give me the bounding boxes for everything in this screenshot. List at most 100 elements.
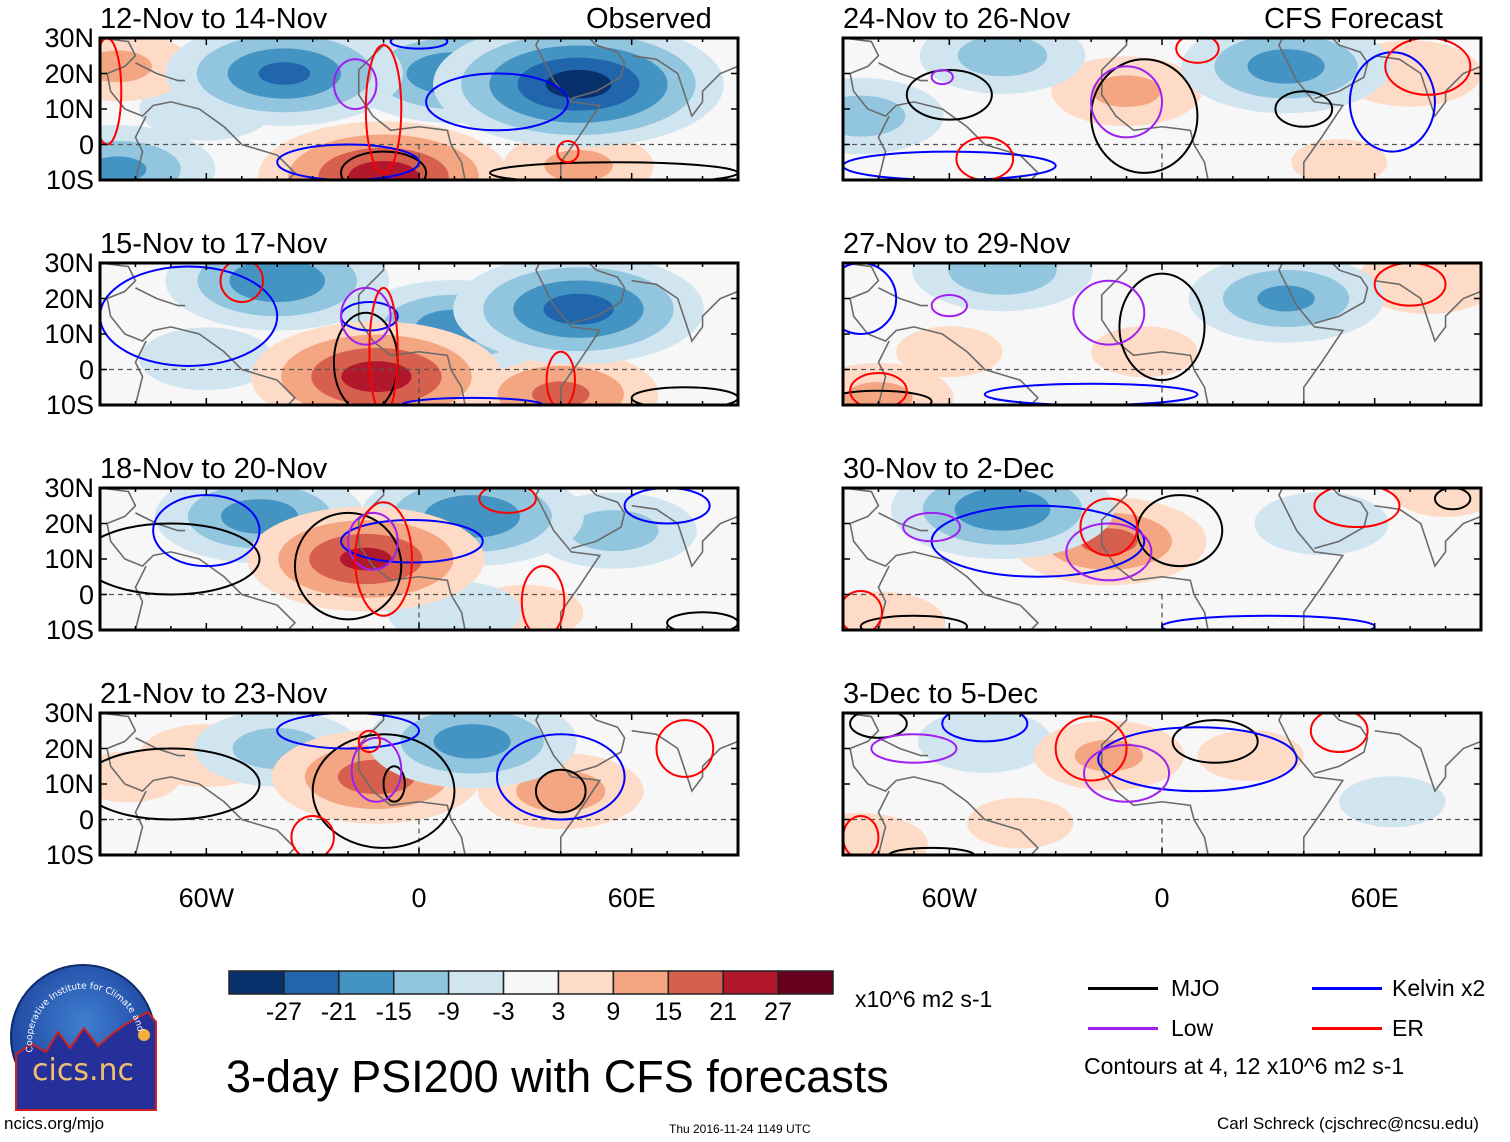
coastline	[1100, 38, 1209, 180]
coastline	[571, 488, 626, 550]
logo-text: cics.nc	[32, 1053, 134, 1088]
contour-er	[219, 263, 265, 304]
coastline	[1100, 263, 1209, 405]
footer-url[interactable]: ncics.org/mjo	[4, 1114, 105, 1133]
colorbar-swatch	[612, 970, 670, 995]
anomaly-shade	[139, 327, 274, 391]
contour-er	[368, 286, 399, 405]
legend-label-er: ER	[1392, 1015, 1424, 1041]
y-tick-label: 30N	[44, 473, 94, 503]
legend-line-low	[1088, 1027, 1158, 1030]
coastline	[357, 38, 466, 180]
panel-title-3: 18-Nov to 20-Nov	[100, 453, 328, 485]
colorbar-label: -15	[375, 998, 412, 1026]
colorbar-label: -3	[492, 998, 515, 1026]
y-tick-label: 10N	[44, 769, 94, 799]
coastline	[135, 287, 186, 307]
contour-low	[340, 286, 392, 346]
coastline	[357, 263, 466, 405]
contour-mjo	[340, 150, 428, 180]
contour-low	[332, 58, 378, 111]
legend-line-er	[1312, 1027, 1382, 1030]
contour-kelvin-x2	[1097, 726, 1298, 793]
contour-er	[843, 814, 880, 855]
anomaly-shade	[1339, 776, 1446, 828]
colorbar-swatch	[447, 970, 505, 995]
contour-er	[100, 38, 123, 146]
contour-mjo	[293, 511, 403, 621]
coastline	[1374, 279, 1481, 343]
anomaly-shade	[545, 69, 612, 99]
contour-mjo	[905, 68, 993, 121]
colorbar-label: 3	[551, 998, 566, 1026]
contour-kelvin-x2	[389, 38, 449, 50]
contour-er	[1313, 488, 1401, 529]
footer-author: Carl Schreck (cjschrec@ncsu.edu)	[1217, 1114, 1479, 1133]
coastline	[1278, 263, 1345, 405]
legend-line-kelvin	[1312, 987, 1382, 990]
y-tick-label: 20N	[44, 508, 94, 539]
coastline	[100, 263, 297, 405]
y-tick-label: 0	[78, 804, 94, 835]
colorbar-label: -21	[320, 998, 357, 1026]
anomaly-shade	[1091, 326, 1198, 378]
map-panel	[98, 711, 740, 857]
y-tick-label: 10N	[44, 319, 94, 349]
y-tick-label: 10N	[44, 94, 94, 124]
contour-mjo	[100, 747, 261, 821]
contour-er	[478, 488, 537, 514]
panel-title-1: 12-Nov to 14-Nov	[100, 3, 328, 35]
map-panels	[98, 36, 1483, 857]
map-panel	[98, 261, 740, 407]
anomaly-shade	[258, 62, 311, 85]
contour-kelvin-x2	[495, 733, 626, 821]
contour-kelvin-x2	[425, 72, 569, 132]
colorbar-label: 21	[709, 998, 738, 1026]
y-tick-label: 10S	[45, 165, 94, 195]
y-tick-label: 0	[78, 579, 94, 610]
map-panel	[841, 261, 1483, 407]
anomaly-shade	[229, 263, 326, 303]
legend-contour-note: Contours at 4, 12 x10^6 m2 s-1	[1084, 1053, 1405, 1079]
contour-low	[870, 733, 958, 764]
anomaly-shade	[844, 382, 913, 405]
contour-low	[902, 511, 961, 543]
anomaly-shade	[1254, 492, 1389, 555]
y-tick-label: 10S	[45, 615, 94, 645]
contour-kelvin-x2	[623, 488, 711, 525]
map-panel	[98, 486, 740, 632]
contour-mjo	[1090, 58, 1199, 174]
contour-kelvin-x2	[1348, 51, 1436, 153]
coastline	[571, 713, 626, 775]
panel-title-8: 3-Dec to 5-Dec	[843, 678, 1039, 710]
contour-er	[843, 589, 883, 630]
contour-low	[930, 293, 969, 318]
coastline	[1278, 488, 1345, 630]
cfs-forecast-header: CFS Forecast	[1264, 3, 1443, 35]
coastline	[1314, 38, 1369, 100]
contour-er	[1079, 497, 1139, 557]
contour-er	[357, 729, 382, 754]
contour-low	[1090, 65, 1163, 139]
coastline	[100, 38, 297, 180]
anomaly-shade	[967, 797, 1074, 849]
coastline	[878, 737, 929, 757]
map-panel	[841, 486, 1483, 632]
contour-er	[290, 814, 335, 855]
panel-title-5: 24-Nov to 26-Nov	[843, 3, 1071, 35]
anomaly-shade	[100, 156, 147, 180]
contour-mjo	[488, 161, 738, 180]
y-tick-label: 0	[78, 354, 94, 385]
coastline	[135, 737, 186, 757]
coastline	[878, 62, 929, 82]
coastline	[843, 488, 1040, 630]
anomaly-shade	[948, 263, 1057, 295]
contour-low	[1065, 522, 1153, 582]
cics-logo: cics.nc Cooperative Institute for Climat…	[5, 955, 157, 1111]
contour-low	[347, 511, 399, 571]
legend-label-low: Low	[1171, 1015, 1214, 1041]
coastline	[878, 287, 929, 307]
panel-title-4: 21-Nov to 23-Nov	[100, 678, 328, 710]
map-panel	[98, 36, 740, 182]
anomaly-shade	[896, 326, 1003, 378]
